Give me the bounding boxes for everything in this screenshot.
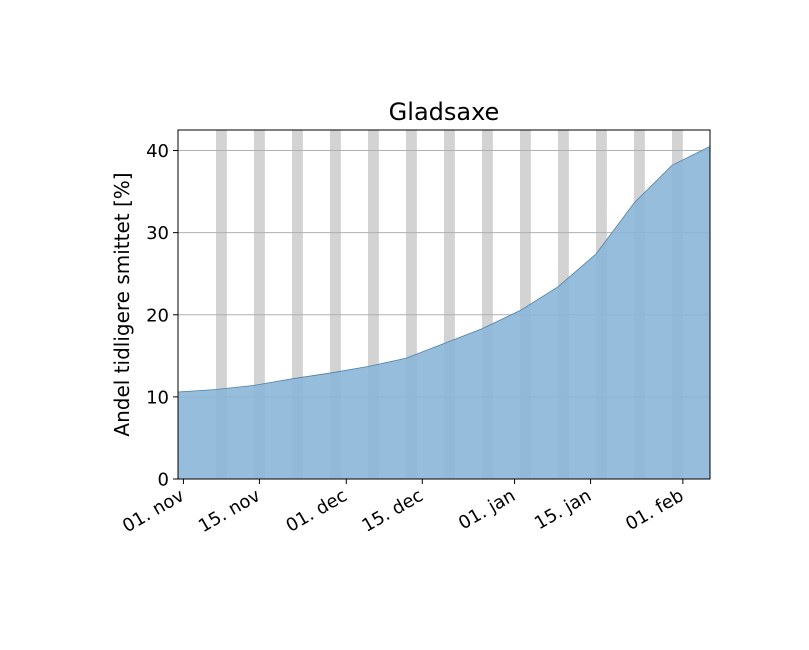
area-series: [177, 145, 711, 480]
y-tick-label-30: 30: [146, 223, 169, 244]
weekend-band-8: [520, 130, 531, 479]
y-axis-ticks: 0 10 20 30 40: [146, 141, 178, 491]
weekend-band-4: [368, 130, 379, 479]
y-tick-label-10: 10: [146, 387, 169, 408]
plot-frame: [177, 129, 711, 480]
y-tick-label-40: 40: [146, 141, 169, 162]
chart-title: Gladsaxe: [389, 98, 500, 126]
weekend-band-0: [216, 130, 227, 479]
weekend-band-1: [254, 130, 265, 479]
y-axis-label: Andel tidligere smittet [%]: [110, 172, 134, 436]
weekend-band-5: [406, 130, 417, 479]
weekend-band-7: [482, 130, 493, 479]
y-tick-label-20: 20: [146, 305, 169, 326]
weekend-band-6: [444, 130, 455, 479]
weekend-band-3: [330, 130, 341, 479]
y-tick-label-0: 0: [158, 470, 169, 491]
weekend-band-2: [292, 130, 303, 479]
